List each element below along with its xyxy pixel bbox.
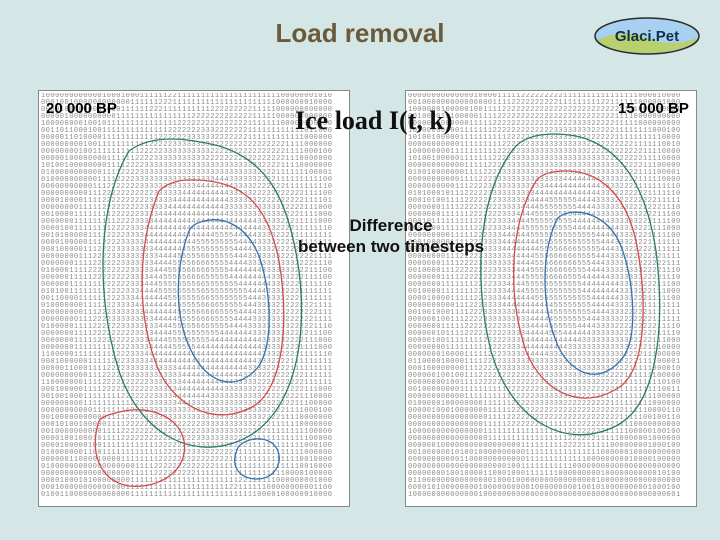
glacipet-logo: Glaci.Pet (592, 14, 702, 58)
contour-line (545, 212, 633, 374)
contour-line (514, 171, 643, 398)
panel-label-right: 15 000 BP (618, 100, 689, 117)
panel-label-left: 20 000 BP (46, 100, 117, 117)
contour-line (235, 439, 280, 479)
contour-line (481, 134, 660, 435)
panel-right: 0000000000000010000111112222222221111111… (405, 90, 697, 507)
difference-label: Difference between two timesteps (298, 215, 484, 258)
contour-line (103, 139, 302, 447)
contour-line (142, 180, 284, 415)
logo-text: Glaci.Pet (615, 28, 679, 45)
contour-line (178, 220, 269, 382)
difference-label-line2: between two timesteps (298, 237, 484, 256)
panel-left: 1000000000000100010001111112211111111111… (38, 90, 350, 507)
contours-right (406, 91, 696, 506)
contours-left (39, 91, 349, 506)
ice-load-formula: Ice load I(t, k) (295, 106, 452, 136)
contour-line (95, 410, 184, 487)
difference-label-line1: Difference (349, 216, 432, 235)
slide-root: Load removal Glaci.Pet 10000000000001000… (0, 0, 720, 540)
